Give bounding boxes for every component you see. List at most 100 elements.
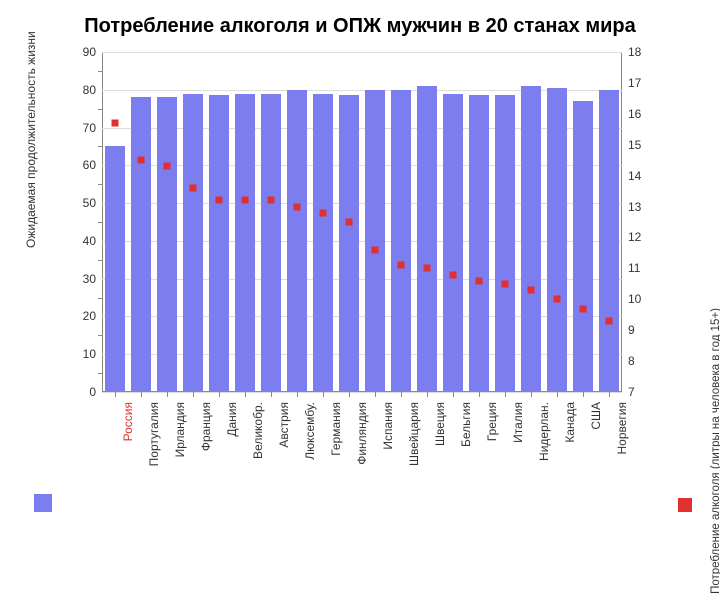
y-left-tick: 90 xyxy=(83,45,96,59)
y-right-tick: 11 xyxy=(628,261,640,275)
x-tick-mark xyxy=(375,392,376,397)
bar xyxy=(313,94,333,392)
marker xyxy=(268,197,275,204)
bar xyxy=(391,90,411,392)
grid-line xyxy=(102,279,622,280)
bar xyxy=(339,95,359,392)
axis-line xyxy=(102,52,103,392)
bar xyxy=(547,88,567,392)
x-tick-mark xyxy=(245,392,246,397)
y-left-tick: 50 xyxy=(83,196,96,210)
bar xyxy=(235,94,255,392)
y-right-tick: 14 xyxy=(628,169,641,183)
marker xyxy=(346,219,353,226)
x-tick-mark xyxy=(297,392,298,397)
x-tick-label: Испания xyxy=(381,400,395,450)
marker xyxy=(528,287,535,294)
x-tick-label: Нидерлан. xyxy=(537,400,551,461)
x-tick-label: Швеция xyxy=(433,400,447,446)
y-right-tick: 16 xyxy=(628,107,641,121)
x-tick-mark xyxy=(141,392,142,397)
y-left-minor-tick xyxy=(98,71,102,72)
x-tick-mark xyxy=(115,392,116,397)
marker xyxy=(164,163,171,170)
grid-line xyxy=(102,203,622,204)
x-tick-mark xyxy=(583,392,584,397)
x-tick-mark xyxy=(453,392,454,397)
bar xyxy=(573,101,593,392)
bar xyxy=(521,86,541,392)
marker xyxy=(554,296,561,303)
y-left-minor-tick xyxy=(98,184,102,185)
grid-line xyxy=(102,354,622,355)
bar xyxy=(443,94,463,392)
marker xyxy=(190,185,197,192)
x-tick-label: Дания xyxy=(225,400,239,437)
y-left-minor-tick xyxy=(98,260,102,261)
grid-line xyxy=(102,128,622,129)
x-tick-mark xyxy=(271,392,272,397)
chart: Ожидаемая продолжительность жизни Потреб… xyxy=(32,48,688,528)
marker xyxy=(216,197,223,204)
y-right-axis-label: Потребление алкоголя (литры на человека … xyxy=(710,308,720,594)
bar xyxy=(157,97,177,392)
bar xyxy=(105,146,125,392)
y-right-tick: 12 xyxy=(628,230,641,244)
marker xyxy=(138,157,145,164)
marker xyxy=(424,265,431,272)
bar xyxy=(417,86,437,392)
y-left-minor-tick xyxy=(98,298,102,299)
legend-marker-swatch xyxy=(678,498,692,512)
marker xyxy=(372,246,379,253)
bar xyxy=(599,90,619,392)
x-tick-label: Канада xyxy=(563,400,577,443)
bar xyxy=(183,94,203,392)
x-tick-label: Бельгия xyxy=(459,400,473,447)
y-right-tick: 17 xyxy=(628,76,641,90)
y-left-tick: 70 xyxy=(83,121,96,135)
x-tick-label: Швейцария xyxy=(407,400,421,466)
grid-line xyxy=(102,52,622,53)
x-tick-mark xyxy=(349,392,350,397)
y-right-tick: 18 xyxy=(628,45,641,59)
y-left-tick: 30 xyxy=(83,272,96,286)
x-tick-mark xyxy=(557,392,558,397)
axis-line xyxy=(621,52,622,392)
bar xyxy=(261,94,281,392)
x-tick-label: Италия xyxy=(511,400,525,443)
y-right-tick: 13 xyxy=(628,200,641,214)
y-left-tick: 0 xyxy=(89,385,96,399)
chart-title: Потребление алкоголя и ОПЖ мужчин в 20 с… xyxy=(0,15,720,38)
x-tick-label: Греция xyxy=(485,400,499,441)
x-tick-mark xyxy=(427,392,428,397)
x-tick-label: Люксембу. xyxy=(303,400,317,460)
marker xyxy=(320,209,327,216)
x-tick-label: Ирландия xyxy=(173,400,187,457)
x-tick-mark xyxy=(219,392,220,397)
y-left-minor-tick xyxy=(98,373,102,374)
x-tick-mark xyxy=(323,392,324,397)
marker xyxy=(476,277,483,284)
grid-line xyxy=(102,90,622,91)
legend-bar-swatch xyxy=(34,494,52,512)
plot-area: 0102030405060708090789101112131415161718… xyxy=(102,52,622,392)
y-left-axis-label: Ожидаемая продолжительность жизни xyxy=(24,31,38,248)
x-tick-mark xyxy=(531,392,532,397)
x-tick-label: Франция xyxy=(199,400,213,451)
x-tick-label: США xyxy=(589,400,603,430)
bar xyxy=(287,90,307,392)
marker xyxy=(242,197,249,204)
x-tick-label: Финляндия xyxy=(355,400,369,465)
marker xyxy=(580,305,587,312)
y-left-tick: 20 xyxy=(83,309,96,323)
grid-line xyxy=(102,241,622,242)
bar xyxy=(131,97,151,392)
x-tick-mark xyxy=(479,392,480,397)
marker xyxy=(112,120,119,127)
y-right-tick: 7 xyxy=(628,385,635,399)
marker xyxy=(450,271,457,278)
bar xyxy=(209,95,229,392)
x-tick-mark xyxy=(167,392,168,397)
x-tick-label: Германия xyxy=(329,400,343,456)
y-right-tick: 15 xyxy=(628,138,641,152)
